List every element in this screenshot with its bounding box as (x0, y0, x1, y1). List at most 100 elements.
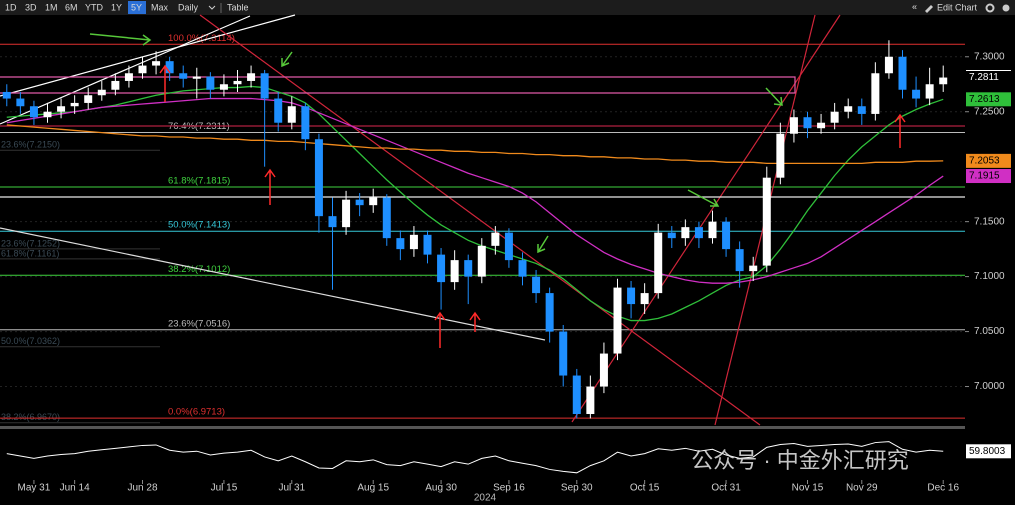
candle-body (247, 73, 256, 81)
candle-body (627, 287, 636, 305)
settings-icon[interactable] (985, 3, 995, 13)
candle-body (572, 375, 581, 415)
candle-body (111, 80, 120, 90)
candle-body (912, 89, 921, 99)
x-tick-label: Nov 29 (846, 483, 878, 494)
x-tick-label: Jun 14 (60, 483, 90, 494)
arrow (894, 113, 906, 148)
back-button[interactable]: « (912, 1, 917, 11)
table-button[interactable]: Table (227, 2, 249, 12)
fib-label: 23.6%(7.0516) (168, 318, 230, 329)
fib-faint-label: 23.6%(7.2150) (1, 140, 60, 150)
moving-averages (6, 85, 944, 322)
y-axis: 7.3000 7.2500 7.1500 7.1000 7.0500 7.0000 7.28… (965, 51, 1011, 459)
candle-body (749, 265, 758, 272)
interval-button[interactable]: Daily (178, 2, 199, 12)
candle-body (328, 216, 337, 228)
candle-body (314, 139, 323, 217)
trend-line (199, 14, 761, 426)
ma-marker-label: 7.1915 (969, 171, 1000, 182)
candle-body (84, 95, 93, 103)
candle-body (504, 232, 513, 261)
arrow (537, 235, 549, 254)
pane-divider (0, 426, 965, 429)
candle-body (342, 199, 351, 228)
candle-body (301, 106, 310, 140)
range-button[interactable]: 6M (65, 2, 78, 12)
candle-body (450, 260, 459, 283)
candle-body (762, 177, 771, 266)
fib-label: 0.0%(6.9713) (168, 407, 225, 418)
moving-average (6, 97, 944, 284)
candle-body (518, 260, 527, 277)
fib-label: 61.8%(7.1815) (168, 176, 230, 187)
moving-average (6, 124, 944, 165)
arrow (469, 311, 481, 332)
y-tick-label: 7.2500 (974, 106, 1005, 117)
candle-body (545, 293, 554, 332)
x-tick-label: Sep 30 (561, 483, 593, 494)
watermark: 公众号 · 中金外汇研究 (691, 448, 909, 473)
fib-label: 100.0%(7.3114) (168, 33, 235, 44)
candle-body (939, 77, 948, 85)
edit-icon (925, 5, 933, 13)
rsi-line (6, 441, 944, 474)
fib-faint-label: 23.6%(7.1252) (1, 238, 60, 248)
candle-body (640, 293, 649, 305)
candle-body (409, 234, 418, 250)
x-tick-label: Jun 28 (127, 483, 157, 494)
candle-body (43, 111, 52, 118)
candle-body (613, 287, 622, 354)
arrows (89, 33, 906, 348)
axis-strip (965, 15, 1015, 480)
candle-body (599, 353, 608, 387)
candle-body (138, 65, 147, 74)
candle-body (667, 232, 676, 239)
ma-marker-box (966, 169, 1011, 184)
candle-body (559, 331, 568, 376)
range-button[interactable]: YTD (85, 2, 104, 12)
candle-body (57, 106, 66, 112)
grid (0, 56, 965, 388)
candle-body (124, 73, 133, 81)
range-button[interactable]: Max (151, 2, 169, 12)
candle-body (152, 61, 161, 66)
candle-body (369, 197, 378, 206)
candle-body (464, 260, 473, 277)
range-button[interactable]: 5Y (131, 2, 142, 12)
menu-icon[interactable] (1002, 4, 1010, 12)
candle-body (776, 133, 785, 178)
candle-body (192, 76, 201, 79)
x-tick-label: Jul 15 (211, 483, 238, 494)
candle-body (179, 73, 188, 79)
range-button[interactable]: 1Y (111, 2, 122, 12)
x-axis: May 31 Jun 14 Jun 28 Jul 15 Jul 31 Aug 15 Aug … (18, 480, 959, 494)
range-button[interactable]: 1D (5, 2, 17, 12)
candle-body (29, 106, 38, 118)
arrow (687, 189, 720, 207)
x-tick-label: Oct 15 (630, 483, 660, 494)
edit-button[interactable]: Edit Chart (937, 2, 978, 12)
arrow (159, 64, 171, 102)
candle-body (355, 199, 364, 206)
candle-body (2, 91, 11, 99)
candle-body (871, 73, 880, 114)
toolbar (0, 0, 1015, 15)
range-box (0, 76, 796, 94)
y-tick-label: 7.3000 (974, 51, 1005, 62)
rsi-marker-box (966, 444, 1011, 459)
range-button[interactable]: 3D (25, 2, 37, 12)
candle-body (97, 89, 106, 96)
candle-body (532, 276, 541, 294)
fib-faint-label: 38.2%(6.9670) (1, 412, 60, 422)
x-tick-label: Aug 15 (357, 483, 389, 494)
up-arrows (159, 64, 906, 348)
candle-body (681, 227, 690, 239)
trend-line (0, 15, 251, 125)
range-button[interactable]: 1M (45, 2, 58, 12)
dropdown-icon (208, 5, 216, 10)
fib-levels: 23.6%(7.2150) 23.6%(7.1252)61.8%(7.1161) 5… (0, 33, 965, 424)
candle-body (694, 227, 703, 239)
y-tick-label: 7.1000 (974, 271, 1005, 282)
